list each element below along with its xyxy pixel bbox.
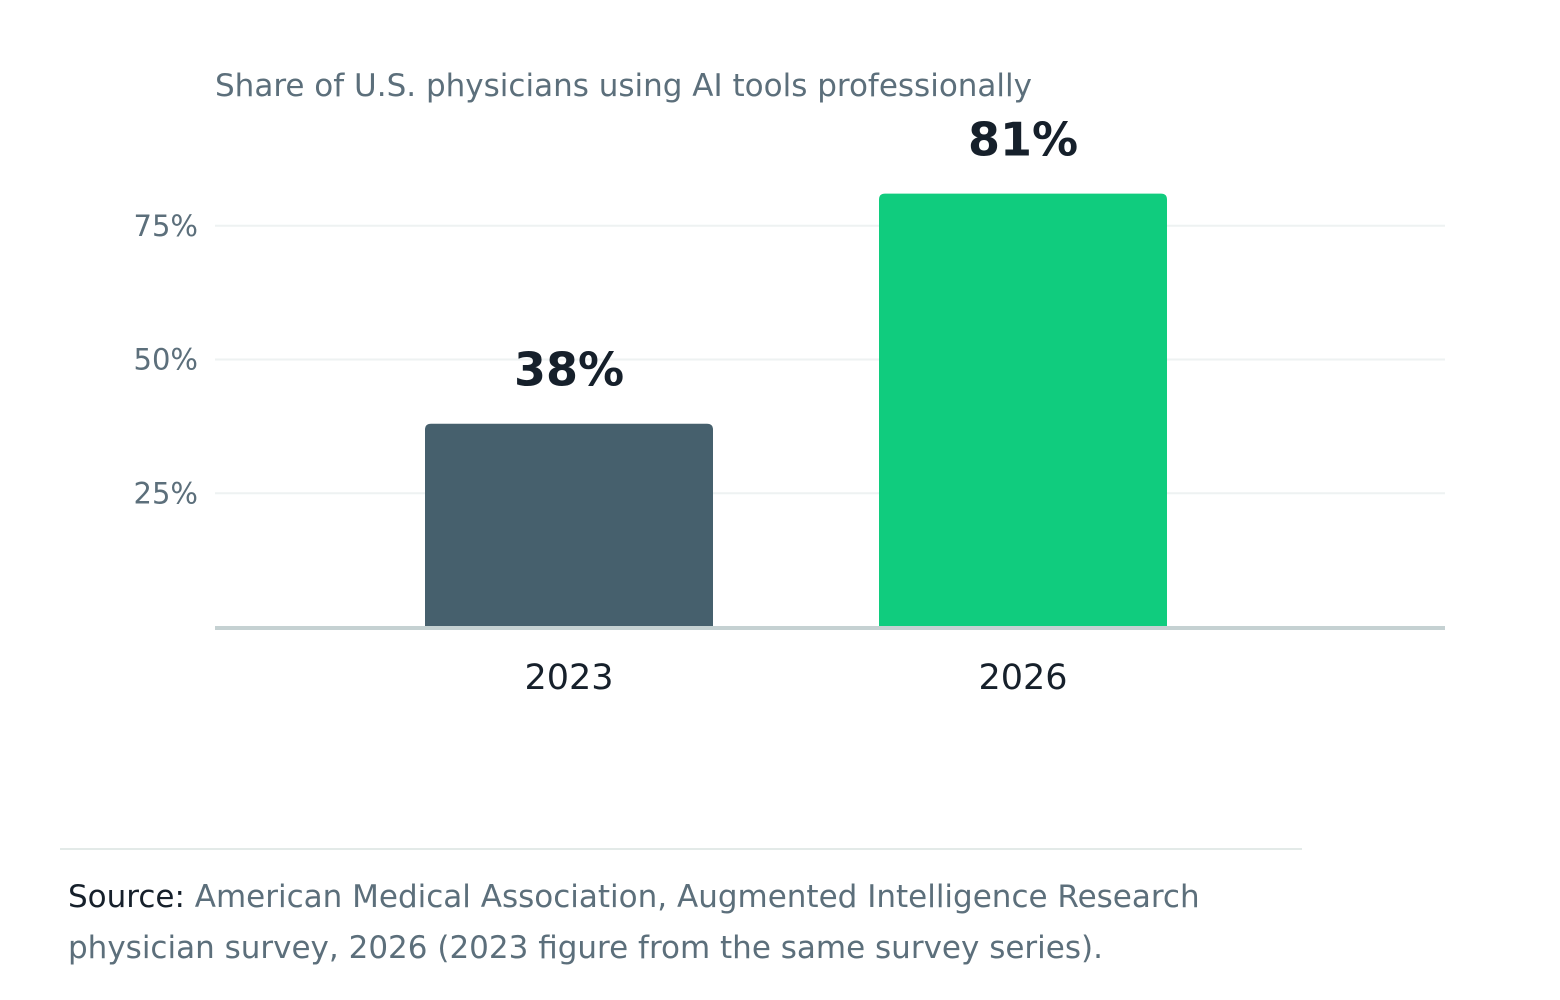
bar-chart: Share of U.S. physicians using AI tools … (134, 68, 1445, 698)
y-tick-label: 75% (134, 209, 198, 243)
y-axis-ticks: 25% 50% 75% (134, 209, 198, 511)
footer-divider (60, 848, 1302, 850)
value-label-2023: 38% (514, 343, 624, 397)
source-note: Source: American Medical Association, Au… (68, 872, 1308, 974)
category-label-2026: 2026 (978, 658, 1067, 698)
bars (425, 193, 1167, 627)
bar-2023 (425, 423, 713, 627)
y-tick-label: 50% (134, 343, 198, 377)
bar-2026 (879, 193, 1167, 627)
source-label: Source: (68, 879, 185, 915)
category-label-2023: 2023 (524, 658, 613, 698)
source-text: American Medical Association, Augmented … (68, 879, 1200, 966)
y-tick-label: 25% (134, 476, 198, 510)
chart-subtitle: Share of U.S. physicians using AI tools … (215, 68, 1032, 104)
gridlines (215, 224, 1445, 495)
value-label-2026: 81% (968, 113, 1078, 167)
category-labels: 2023 2026 (524, 658, 1067, 698)
value-labels: 38% 81% (514, 113, 1078, 397)
